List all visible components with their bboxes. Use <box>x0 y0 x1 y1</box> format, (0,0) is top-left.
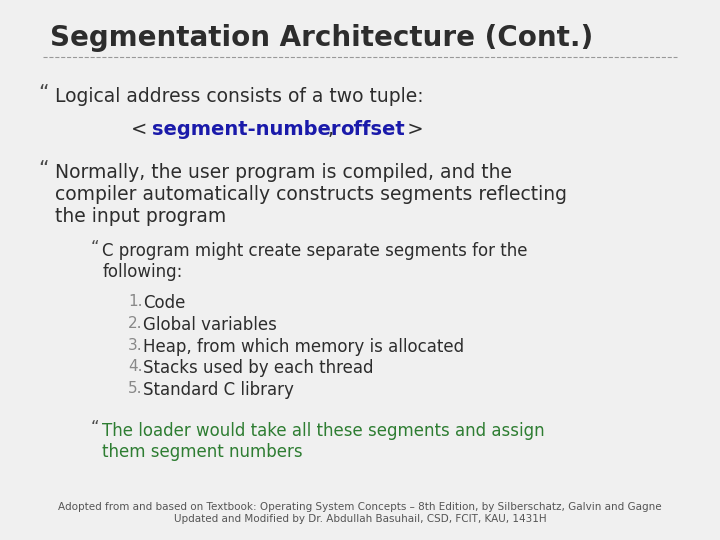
Text: The loader would take all these segments and assign
them segment numbers: The loader would take all these segments… <box>102 422 545 461</box>
Text: Heap, from which memory is allocated: Heap, from which memory is allocated <box>143 338 464 355</box>
Text: C program might create separate segments for the
following:: C program might create separate segments… <box>102 242 528 281</box>
Text: Normally, the user program is compiled, and the
compiler automatically construct: Normally, the user program is compiled, … <box>55 163 567 226</box>
Text: >: > <box>401 120 423 139</box>
Text: Code: Code <box>143 294 185 312</box>
Text: Stacks used by each thread: Stacks used by each thread <box>143 359 374 377</box>
Text: 4.: 4. <box>128 359 143 374</box>
Text: “: “ <box>38 83 49 102</box>
Text: ,: , <box>328 120 341 139</box>
Text: “: “ <box>90 419 99 437</box>
Text: “: “ <box>90 239 99 256</box>
Text: “: “ <box>38 159 49 178</box>
Text: offset: offset <box>340 120 405 139</box>
Text: Standard C library: Standard C library <box>143 381 294 399</box>
Text: 3.: 3. <box>128 338 143 353</box>
Text: 2.: 2. <box>128 316 143 331</box>
Text: Adopted from and based on Textbook: Operating System Concepts – 8th Edition, by : Adopted from and based on Textbook: Oper… <box>58 502 662 524</box>
Text: Segmentation Architecture (Cont.): Segmentation Architecture (Cont.) <box>50 24 593 52</box>
Text: Global variables: Global variables <box>143 316 276 334</box>
Text: Logical address consists of a two tuple:: Logical address consists of a two tuple: <box>55 87 424 106</box>
Text: 5.: 5. <box>128 381 143 396</box>
Text: 1.: 1. <box>128 294 143 309</box>
Text: <: < <box>131 120 153 139</box>
Text: segment-number: segment-number <box>152 120 341 139</box>
